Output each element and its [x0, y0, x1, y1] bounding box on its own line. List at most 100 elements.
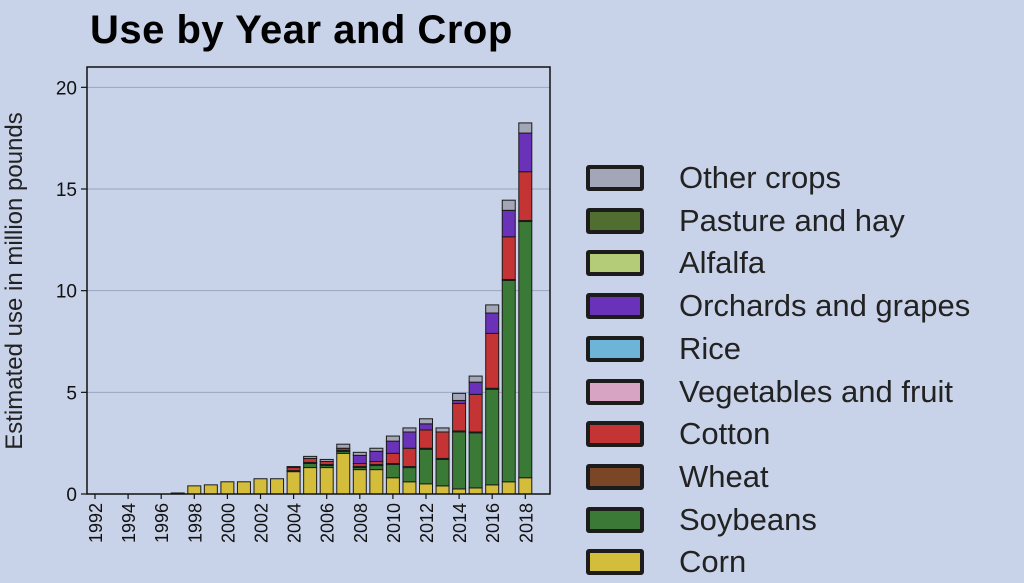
legend-swatch — [586, 335, 644, 362]
x-tick-label: 1998 — [185, 503, 205, 543]
bar-segment-corn — [253, 478, 268, 495]
bar-segment-soybeans — [369, 465, 384, 471]
bar-segment-soybeans — [485, 388, 500, 486]
bar-segment-other-crops — [402, 427, 417, 433]
y-tick-label: 20 — [56, 78, 77, 99]
bar-segment-other-crops — [336, 443, 351, 449]
legend-item: Corn — [586, 542, 746, 582]
bar-segment-other-crops — [303, 455, 318, 459]
x-tick-label: 2014 — [450, 503, 470, 543]
bar-segment-soybeans — [402, 467, 417, 483]
bar-segment-other-crops — [501, 199, 516, 211]
bar-segment-soybeans — [468, 432, 483, 489]
bar-segment-soybeans — [518, 221, 533, 479]
bar-segment-corn — [319, 467, 334, 495]
x-tick-label: 1992 — [86, 503, 106, 543]
bar-segment-soybeans — [385, 464, 400, 479]
bar-segment-cotton — [385, 452, 400, 465]
x-tick-label: 2006 — [318, 503, 338, 543]
bar-segment-cotton — [303, 457, 318, 463]
legend-swatch — [586, 293, 644, 320]
legend-item: Orchards and grapes — [586, 286, 970, 326]
y-tick-label: 10 — [56, 282, 77, 303]
bar-segment-orchards-and-grapes — [352, 454, 367, 465]
bar-segment-cotton — [485, 332, 500, 389]
bar-segment-soybeans — [452, 431, 467, 490]
legend-item: Rice — [586, 329, 741, 369]
bar-segment-corn — [352, 469, 367, 495]
legend-label: Wheat — [679, 458, 769, 494]
bar-segment-other-crops — [352, 451, 367, 456]
x-tick-label: 2000 — [218, 503, 238, 543]
bar-segment-orchards-and-grapes — [419, 423, 433, 431]
bar-segment-corn — [303, 467, 318, 495]
bar-segment-corn — [220, 481, 235, 495]
bar-segment-other-crops — [518, 122, 533, 134]
bar-segment-corn — [369, 469, 384, 495]
x-tick-label: 2002 — [252, 503, 272, 543]
x-tick-label: 2012 — [417, 503, 437, 543]
bar-segment-corn — [203, 484, 218, 495]
legend-item: Cotton — [586, 414, 770, 454]
bar-segment-other-crops — [369, 447, 384, 452]
bar-segment-other-crops — [419, 418, 433, 425]
legend-label: Alfalfa — [679, 245, 766, 281]
legend-label: Cotton — [679, 416, 771, 452]
bar-segment-corn — [419, 483, 433, 495]
bar-segment-corn — [485, 484, 500, 495]
legend-swatch — [586, 463, 644, 490]
bar-segment-other-crops — [286, 466, 301, 469]
x-axis: 1992 1994 1996 1998 2000 2002 2004 2006 2008 2010… — [86, 494, 536, 543]
bar-segment-corn — [385, 477, 400, 495]
chart-title: Use by Year and Crop — [90, 8, 513, 52]
legend-label: Pasture and hay — [679, 202, 905, 238]
x-tick-label: 1994 — [119, 503, 139, 543]
legend-item: Wheat — [586, 457, 769, 497]
legend-label: Vegetables and fruit — [679, 373, 954, 409]
bar-segment-orchards-and-grapes — [468, 381, 483, 395]
bar-segment-orchards-and-grapes — [385, 440, 400, 454]
bar-segment-cotton — [435, 431, 450, 459]
bar-segment-orchards-and-grapes — [501, 209, 516, 238]
bar-segment-other-crops — [468, 375, 483, 383]
bar-segment-other-crops — [435, 427, 450, 433]
bar-segment-soybeans — [419, 448, 433, 485]
bar-segment-orchards-and-grapes — [518, 132, 533, 173]
legend-label: Soybeans — [679, 501, 817, 537]
bar-segment-corn — [452, 488, 467, 495]
bar-segment-corn — [518, 477, 533, 495]
bar-segment-cotton — [419, 429, 433, 449]
bar-segment-other-crops — [485, 304, 500, 314]
bar-segment-corn — [468, 487, 483, 495]
gridlines — [87, 86, 550, 393]
bar-segment-corn — [236, 481, 251, 495]
x-tick-label: 2016 — [483, 503, 503, 543]
bar-segment-corn — [402, 481, 417, 495]
y-tick-label: 0 — [66, 485, 77, 506]
bar-segment-corn — [501, 481, 516, 495]
legend-item: Alfalfa — [586, 243, 765, 283]
legend-item: Other crops — [586, 158, 841, 198]
bar-segment-corn — [435, 485, 450, 495]
bar-segment-cotton — [402, 447, 417, 468]
bar-segment-other-crops — [319, 458, 334, 462]
bar-segment-cotton — [452, 403, 467, 432]
bars — [170, 122, 533, 495]
bar-segment-soybeans — [435, 458, 450, 487]
legend-label: Corn — [679, 544, 747, 580]
bar-segment-soybeans — [501, 280, 516, 483]
legend-swatch — [586, 378, 644, 405]
legend-label: Orchards and grapes — [679, 288, 971, 324]
x-tick-label: 2018 — [516, 503, 536, 543]
bar-segment-corn — [336, 452, 351, 495]
legend-swatch — [586, 549, 644, 576]
x-tick-label: 2004 — [285, 503, 305, 543]
plot-frame — [86, 66, 551, 495]
y-tick-label: 15 — [56, 180, 77, 201]
legend-label: Rice — [679, 330, 742, 366]
bar-segment-orchards-and-grapes — [485, 312, 500, 334]
y-tick-label: 5 — [66, 383, 77, 404]
legend-item: Soybeans — [586, 500, 817, 540]
bar-segment-orchards-and-grapes — [402, 431, 417, 449]
